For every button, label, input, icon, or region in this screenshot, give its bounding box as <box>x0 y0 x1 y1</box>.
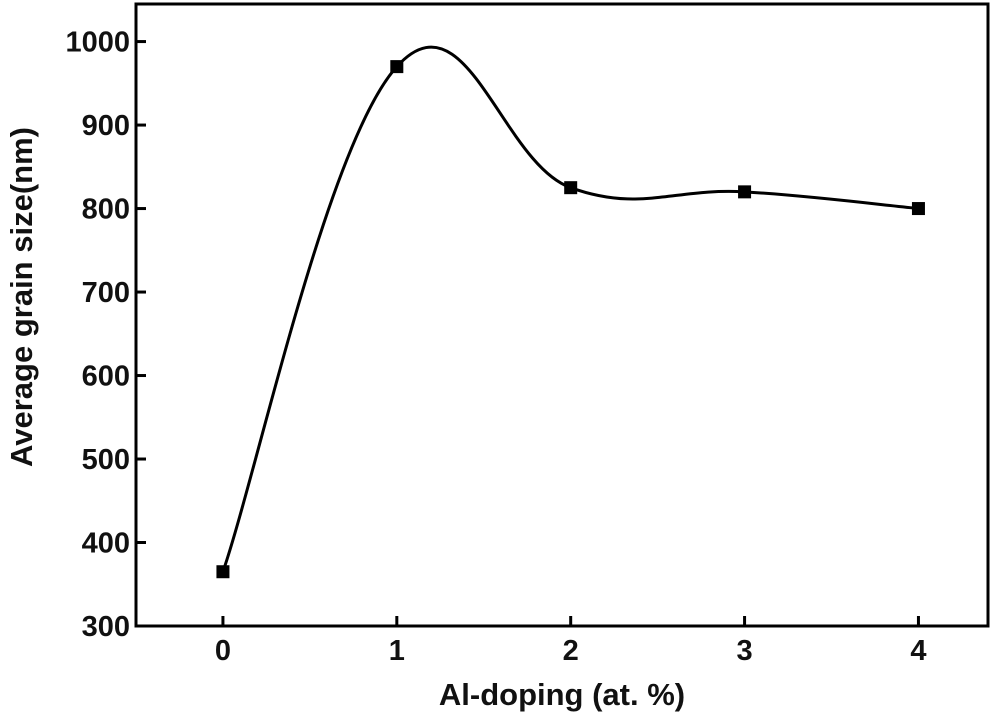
x-tick-label: 4 <box>910 635 926 667</box>
y-tick-label: 500 <box>82 444 130 476</box>
y-tick-label: 600 <box>82 361 130 393</box>
y-tick-label: 400 <box>82 528 130 560</box>
x-axis-title: Al-doping (at. %) <box>439 677 685 712</box>
y-tick-label: 900 <box>82 110 130 142</box>
x-tick-label: 0 <box>215 635 231 667</box>
y-tick-label: 700 <box>82 277 130 309</box>
y-tick-label: 800 <box>82 194 130 226</box>
y-tick-label: 1000 <box>65 27 130 59</box>
data-point-marker <box>911 202 925 216</box>
x-tick-label: 2 <box>563 635 579 667</box>
data-point-marker <box>738 185 752 199</box>
y-axis-ticks: 300 400 500 600 700 800 900 1000 <box>65 27 146 643</box>
x-tick-label: 3 <box>737 635 753 667</box>
series-curve <box>221 45 919 573</box>
x-tick-label: 1 <box>389 635 405 667</box>
data-point-marker <box>390 60 404 74</box>
y-tick-label: 300 <box>82 611 130 643</box>
y-axis-title: Average grain size(nm) <box>4 127 39 467</box>
plot-frame <box>134 2 990 628</box>
x-axis-ticks: 0 1 2 3 4 <box>215 616 927 667</box>
series-markers <box>216 60 925 579</box>
data-point-marker <box>216 565 230 579</box>
data-point-marker <box>564 181 578 195</box>
